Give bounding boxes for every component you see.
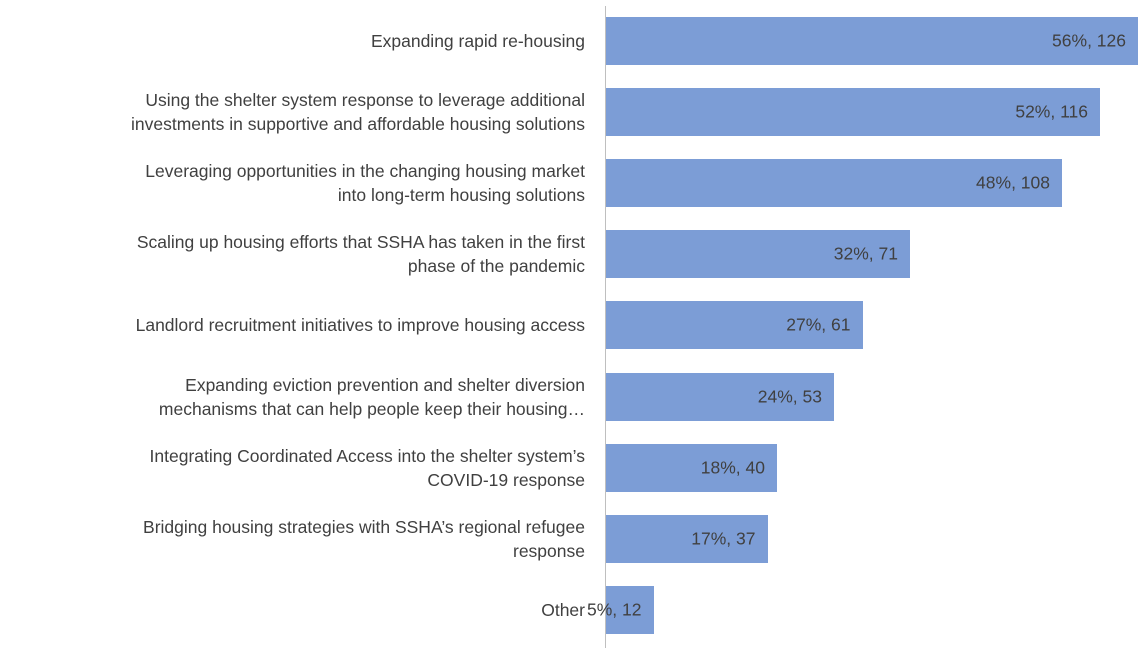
value-label: 48%, 108 — [976, 172, 1050, 193]
bar — [606, 17, 1138, 65]
value-label: 24%, 53 — [757, 386, 822, 406]
category-label: Integrating Coordinated Access into the … — [149, 445, 585, 490]
value-label: 27%, 61 — [786, 314, 851, 335]
axis-line — [605, 6, 606, 648]
bar — [606, 372, 834, 421]
category-label: Using the shelter system response to lev… — [131, 90, 585, 135]
category-label: Expanding rapid re-housing — [370, 31, 585, 51]
value-label: 18%, 40 — [700, 457, 765, 478]
bar — [606, 514, 768, 563]
category-label: Scaling up housing efforts that SSHA has… — [136, 232, 585, 277]
value-label: 52%, 116 — [1015, 101, 1088, 122]
category-label: Landlord recruitment initiatives to impr… — [135, 315, 585, 336]
bar — [606, 585, 654, 634]
category-label: Expanding eviction prevention and shelte… — [158, 374, 585, 419]
category-label: Leveraging opportunities in the changing… — [145, 161, 585, 206]
bar — [606, 301, 863, 350]
bar — [606, 230, 910, 279]
bar — [606, 88, 1100, 137]
category-label: Bridging housing strategies with SSHA’s … — [143, 516, 585, 561]
bar — [606, 159, 1062, 208]
value-label: 56%, 126 — [1052, 30, 1126, 51]
category-label: Other — [541, 599, 585, 620]
value-label: 17%, 37 — [691, 528, 756, 549]
value-label: 5%, 12 — [587, 599, 642, 620]
bar — [606, 443, 777, 492]
value-label: 32%, 71 — [833, 243, 898, 264]
